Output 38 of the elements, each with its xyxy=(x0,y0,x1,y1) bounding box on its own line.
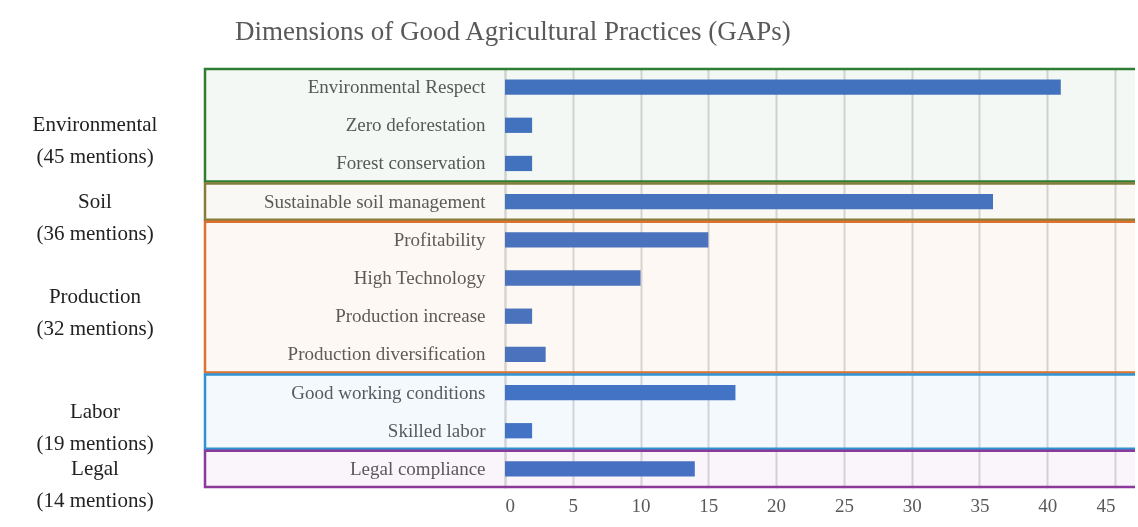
y-tick-label: Environmental Respect xyxy=(307,76,487,98)
y-tick-label: Production increase xyxy=(335,305,486,327)
y-tick-label: Forest conservation xyxy=(336,152,486,174)
band-label: Environmental (45 mentions) xyxy=(32,112,158,169)
band-label: Labor (19 mentions) xyxy=(36,398,154,455)
x-tick-label: 10 xyxy=(631,494,651,516)
y-tick-label: Legal compliance xyxy=(349,457,486,479)
x-tick-label: 35 xyxy=(970,494,990,516)
band-label: Production (32 mentions) xyxy=(36,284,154,341)
y-tick-label: Skilled labor xyxy=(387,419,487,441)
bar xyxy=(505,346,546,362)
x-tick-label: 15 xyxy=(699,494,719,516)
bar xyxy=(505,308,533,324)
bar xyxy=(505,232,709,248)
y-tick-label: Profitability xyxy=(393,228,486,250)
bar xyxy=(505,461,695,477)
y-tick-label: Good working conditions xyxy=(291,381,486,403)
x-tick-label: 30 xyxy=(902,494,922,516)
band-label: Soil (36 mentions) xyxy=(36,188,154,245)
x-tick-label: 25 xyxy=(834,494,854,516)
band-label: Legal (14 mentions) xyxy=(36,455,154,512)
bar xyxy=(505,423,533,439)
x-tick-label: 20 xyxy=(767,494,787,516)
bar xyxy=(505,155,533,172)
y-tick-label: Sustainable soil management xyxy=(263,190,487,212)
bar xyxy=(505,79,1061,95)
bar xyxy=(505,384,736,401)
x-tick-label: 5 xyxy=(568,494,579,516)
bar xyxy=(505,117,533,133)
bar xyxy=(505,194,993,210)
y-tick-label: High Technology xyxy=(353,267,486,288)
x-tick-label: 40 xyxy=(1038,494,1058,516)
y-tick-label: Production diversification xyxy=(287,343,486,365)
bar xyxy=(505,270,641,286)
x-tick-label: 0 xyxy=(505,494,515,516)
chart-title: Dimensions of Good Agricultural Practices (GAPs) xyxy=(235,15,791,46)
x-tick-label: 45 xyxy=(1096,494,1116,516)
y-tick-label: Zero deforestation xyxy=(345,114,486,136)
